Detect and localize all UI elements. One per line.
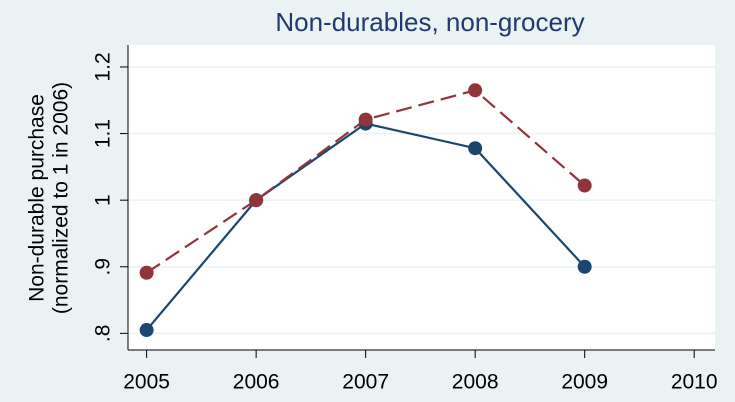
y-tick-label: 1.2 <box>92 52 115 81</box>
y-tick-label: .9 <box>92 258 115 276</box>
data-point <box>249 193 264 208</box>
data-point <box>577 259 592 274</box>
chart-title: Non-durables, non-grocery <box>275 7 584 37</box>
x-tick-label: 2009 <box>561 371 608 394</box>
y-axis-title: (normalized to 1 in 2006) <box>50 82 73 314</box>
data-point <box>577 178 592 193</box>
x-tick-label: 2008 <box>452 371 499 394</box>
y-tick-label: 1 <box>92 194 115 206</box>
x-tick-label: 2010 <box>671 371 718 394</box>
y-axis-title: Non-durable purchase <box>26 94 49 302</box>
x-tick-label: 2005 <box>123 371 170 394</box>
y-tick-label: .8 <box>92 325 115 343</box>
data-point <box>468 83 483 98</box>
data-point <box>358 112 373 127</box>
data-point <box>139 323 154 338</box>
data-point <box>139 265 154 280</box>
y-tick-label: 1.1 <box>92 119 115 148</box>
data-point <box>468 141 483 156</box>
x-tick-label: 2006 <box>233 371 280 394</box>
x-tick-label: 2007 <box>342 371 389 394</box>
plot-area <box>128 45 715 350</box>
